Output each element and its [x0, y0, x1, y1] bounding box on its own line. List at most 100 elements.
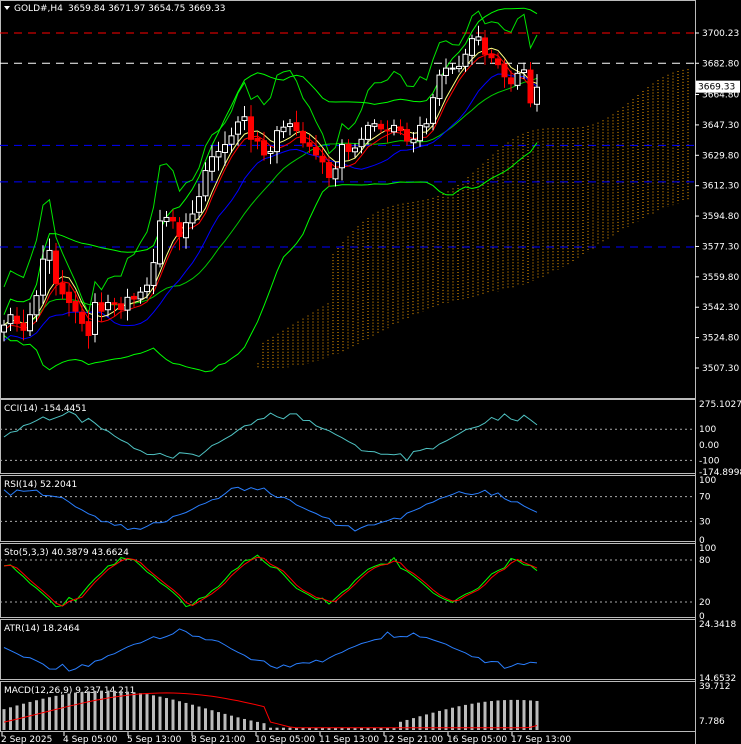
macd-bar: [256, 721, 259, 730]
candle-body: [482, 37, 488, 55]
candle-body: [105, 302, 111, 311]
macd-bar: [399, 721, 402, 730]
macd-signal-line: [3, 692, 538, 729]
macd-bar: [503, 700, 506, 730]
macd-bar: [490, 701, 493, 730]
panel-tick-label: 7.786: [699, 717, 725, 727]
candle-body: [306, 142, 313, 147]
macd-bar: [360, 727, 363, 730]
time-tick-label: 12 Sep 21:00: [383, 735, 443, 744]
candle-body: [378, 123, 384, 130]
candle-body: [228, 135, 235, 145]
macd-bar: [126, 691, 129, 730]
candle-body: [488, 53, 495, 59]
candle-body: [157, 220, 163, 265]
candle-body: [391, 124, 397, 133]
macd-bar: [87, 691, 90, 730]
candle-body: [475, 36, 482, 41]
candle-body: [66, 291, 72, 304]
candle-body: [527, 69, 534, 104]
price-tick-label: 3647.30: [702, 121, 739, 131]
time-tick-label: 10 Sep 05:00: [255, 735, 315, 744]
candle-body: [410, 138, 417, 144]
macd-bar: [405, 719, 409, 730]
macd-bar: [61, 694, 64, 730]
time-tick-label: 16 Sep 05:00: [447, 735, 507, 744]
ohlc-label: 3659.84 3671.97 3654.75 3669.33: [68, 4, 225, 14]
macd-bar: [80, 691, 84, 730]
macd-bar: [217, 712, 220, 730]
panel-tick-label: 20: [699, 598, 711, 608]
macd-bar: [353, 727, 357, 730]
candle-body: [209, 156, 215, 172]
price-tick-label: 3682.80: [702, 59, 739, 69]
candle-body: [456, 65, 462, 70]
price-tick-label: 3664.80: [702, 91, 739, 101]
candle-body: [397, 126, 404, 132]
candle-body: [326, 162, 332, 179]
candle-body: [92, 302, 98, 335]
candle-body: [449, 67, 456, 70]
macd-bar: [451, 707, 454, 730]
candle-body: [319, 155, 326, 163]
indicator-line: [3, 628, 538, 672]
candle-body: [150, 262, 157, 286]
macd-bar: [438, 710, 441, 730]
macd-bar: [210, 710, 214, 730]
candle-body: [501, 63, 508, 78]
candle-body: [111, 302, 118, 305]
candle-body: [7, 314, 14, 325]
current-price-tag: [696, 80, 740, 93]
macd-bar: [106, 690, 110, 730]
candle-body: [313, 147, 319, 156]
macd-bar: [204, 708, 207, 730]
panel-tick-label: 70: [699, 493, 711, 503]
candle-body: [469, 38, 475, 56]
macd-bar: [119, 691, 123, 730]
candle-body: [274, 130, 280, 153]
candle-body: [280, 126, 287, 133]
current-price-label: 3669.33: [698, 83, 735, 93]
panel-tick-label: 100: [699, 425, 716, 435]
time-tick-label: 11 Sep 13:00: [319, 735, 379, 744]
macd-bar: [334, 727, 337, 730]
ichimoku-cloud: [257, 69, 689, 369]
candle-body: [46, 249, 53, 261]
macd-bar: [509, 699, 513, 730]
symbol-dropdown-icon[interactable]: [4, 6, 10, 10]
candle-body: [267, 150, 274, 154]
macd-bar: [379, 727, 383, 730]
candle-body: [352, 147, 358, 153]
macd-bar: [2, 709, 6, 730]
candle-body: [124, 296, 131, 311]
candle-body: [137, 291, 144, 300]
macd-bar: [275, 727, 279, 730]
candle-body: [384, 129, 391, 132]
macd-bar: [197, 706, 201, 730]
bollinger-upper-line: [3, 7, 538, 315]
macd-bar: [178, 701, 181, 730]
macd-bar: [327, 727, 331, 730]
macd-bar: [54, 695, 58, 730]
macd-bar: [22, 703, 25, 730]
macd-bar: [113, 690, 116, 730]
candle-body: [332, 168, 339, 180]
panel-label: CCI(14) -154.4451: [4, 404, 87, 414]
macd-bar: [41, 698, 45, 730]
panel-tick-label: 100: [699, 544, 716, 554]
macd-bar: [366, 727, 370, 730]
macd-bar: [132, 692, 136, 730]
candle-body: [79, 311, 85, 324]
candles: [1, 25, 540, 349]
candle-body: [417, 124, 423, 142]
candle-body: [176, 222, 183, 238]
macd-bar: [67, 693, 71, 730]
candle-body: [20, 322, 27, 331]
panel-tick-label: -174.8998: [699, 468, 741, 478]
panel-label: ATR(14) 18.2464: [4, 624, 80, 634]
macd-bar: [15, 705, 19, 730]
candle-body: [339, 144, 345, 169]
macd-bar: [100, 690, 103, 730]
candle-body: [202, 170, 209, 197]
